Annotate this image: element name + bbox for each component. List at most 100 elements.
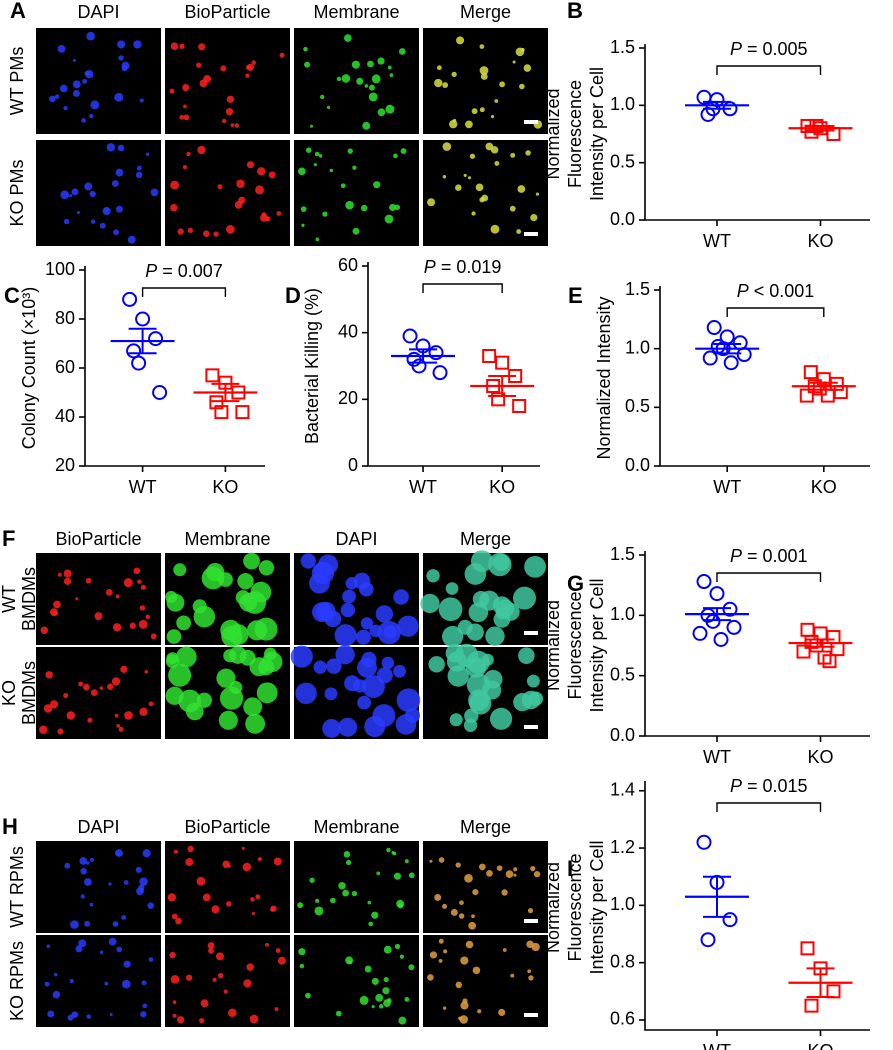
cell bbox=[378, 1004, 384, 1009]
cell bbox=[250, 581, 272, 603]
data-point bbox=[799, 388, 814, 403]
cell bbox=[336, 76, 342, 82]
y-axis-label: Fluorescence bbox=[565, 853, 585, 961]
cell bbox=[170, 203, 178, 212]
axis bbox=[659, 286, 870, 467]
cell bbox=[137, 579, 142, 584]
cell bbox=[90, 689, 98, 697]
cell bbox=[398, 48, 406, 55]
cell bbox=[361, 651, 377, 668]
cell bbox=[463, 718, 478, 732]
p-text: = 0.019 bbox=[436, 257, 502, 277]
cell bbox=[387, 65, 392, 70]
row-label: KO PMs bbox=[7, 159, 27, 226]
cell bbox=[182, 164, 188, 170]
data-point bbox=[833, 385, 848, 400]
cell bbox=[315, 601, 336, 622]
cell bbox=[105, 589, 113, 596]
data-point bbox=[205, 368, 220, 383]
cell bbox=[364, 965, 372, 973]
cell bbox=[50, 700, 59, 709]
cell bbox=[446, 651, 467, 672]
y-tick-label: 1.5 bbox=[610, 37, 635, 57]
cell bbox=[451, 71, 457, 78]
cell bbox=[396, 899, 405, 908]
cell bbox=[170, 42, 179, 51]
cell bbox=[372, 704, 396, 728]
p-value: P = 0.007 bbox=[145, 261, 223, 281]
data-point bbox=[813, 626, 828, 641]
cell bbox=[46, 944, 51, 949]
cell bbox=[115, 849, 123, 857]
cell bbox=[114, 713, 119, 718]
cell bbox=[322, 211, 328, 217]
cell bbox=[359, 995, 369, 1005]
cell bbox=[121, 65, 128, 72]
y-tick-label: 0.5 bbox=[625, 396, 650, 416]
micrograph bbox=[36, 935, 161, 1027]
cell bbox=[216, 668, 236, 688]
cell bbox=[528, 975, 534, 981]
cell bbox=[187, 845, 194, 852]
cell bbox=[329, 168, 334, 173]
cell bbox=[86, 1014, 92, 1019]
cell bbox=[442, 142, 452, 151]
cell bbox=[70, 920, 79, 929]
cell bbox=[338, 717, 358, 737]
cell bbox=[391, 851, 395, 855]
cell bbox=[251, 911, 256, 916]
cell bbox=[368, 92, 378, 102]
cell bbox=[243, 552, 260, 570]
cell bbox=[389, 73, 394, 77]
cell bbox=[229, 680, 243, 694]
data-point bbox=[713, 631, 729, 647]
cell bbox=[173, 849, 179, 854]
cell bbox=[142, 849, 151, 858]
cell bbox=[442, 82, 449, 88]
cell bbox=[445, 582, 459, 595]
cell bbox=[449, 713, 463, 727]
data-point bbox=[152, 385, 168, 400]
cell bbox=[198, 43, 206, 51]
column-label: BioParticle bbox=[184, 817, 270, 837]
cell bbox=[456, 36, 465, 45]
row-label: WT bbox=[0, 585, 19, 613]
cell bbox=[84, 920, 91, 927]
cell bbox=[383, 945, 392, 954]
cell bbox=[494, 160, 500, 166]
cell bbox=[89, 113, 94, 119]
cell bbox=[63, 218, 70, 225]
cell bbox=[371, 977, 379, 985]
cell bbox=[99, 222, 106, 229]
cell bbox=[457, 619, 473, 635]
data-point bbox=[803, 365, 818, 380]
cell bbox=[243, 697, 263, 717]
data-point bbox=[482, 349, 497, 363]
cell bbox=[309, 877, 315, 883]
axis bbox=[644, 44, 870, 221]
data-point bbox=[696, 834, 712, 850]
cell bbox=[318, 154, 323, 158]
cell bbox=[59, 84, 68, 93]
column-label: Merge bbox=[460, 2, 511, 22]
cell bbox=[63, 105, 68, 111]
cell bbox=[512, 60, 516, 64]
data-point bbox=[432, 365, 448, 381]
cell bbox=[364, 84, 369, 88]
cell bbox=[525, 150, 531, 156]
scale-bar bbox=[524, 725, 538, 729]
cell bbox=[176, 1016, 185, 1024]
cell bbox=[458, 1016, 463, 1021]
cell bbox=[335, 645, 355, 665]
cell bbox=[469, 153, 476, 159]
cell bbox=[347, 148, 353, 154]
cell bbox=[355, 629, 371, 645]
cell bbox=[501, 889, 508, 896]
cell bbox=[237, 572, 254, 590]
row-label: KO bbox=[0, 680, 19, 706]
cell bbox=[330, 897, 336, 904]
cell bbox=[236, 179, 245, 189]
cell bbox=[340, 602, 356, 618]
cell bbox=[394, 943, 401, 950]
p-symbol: P bbox=[730, 39, 742, 59]
